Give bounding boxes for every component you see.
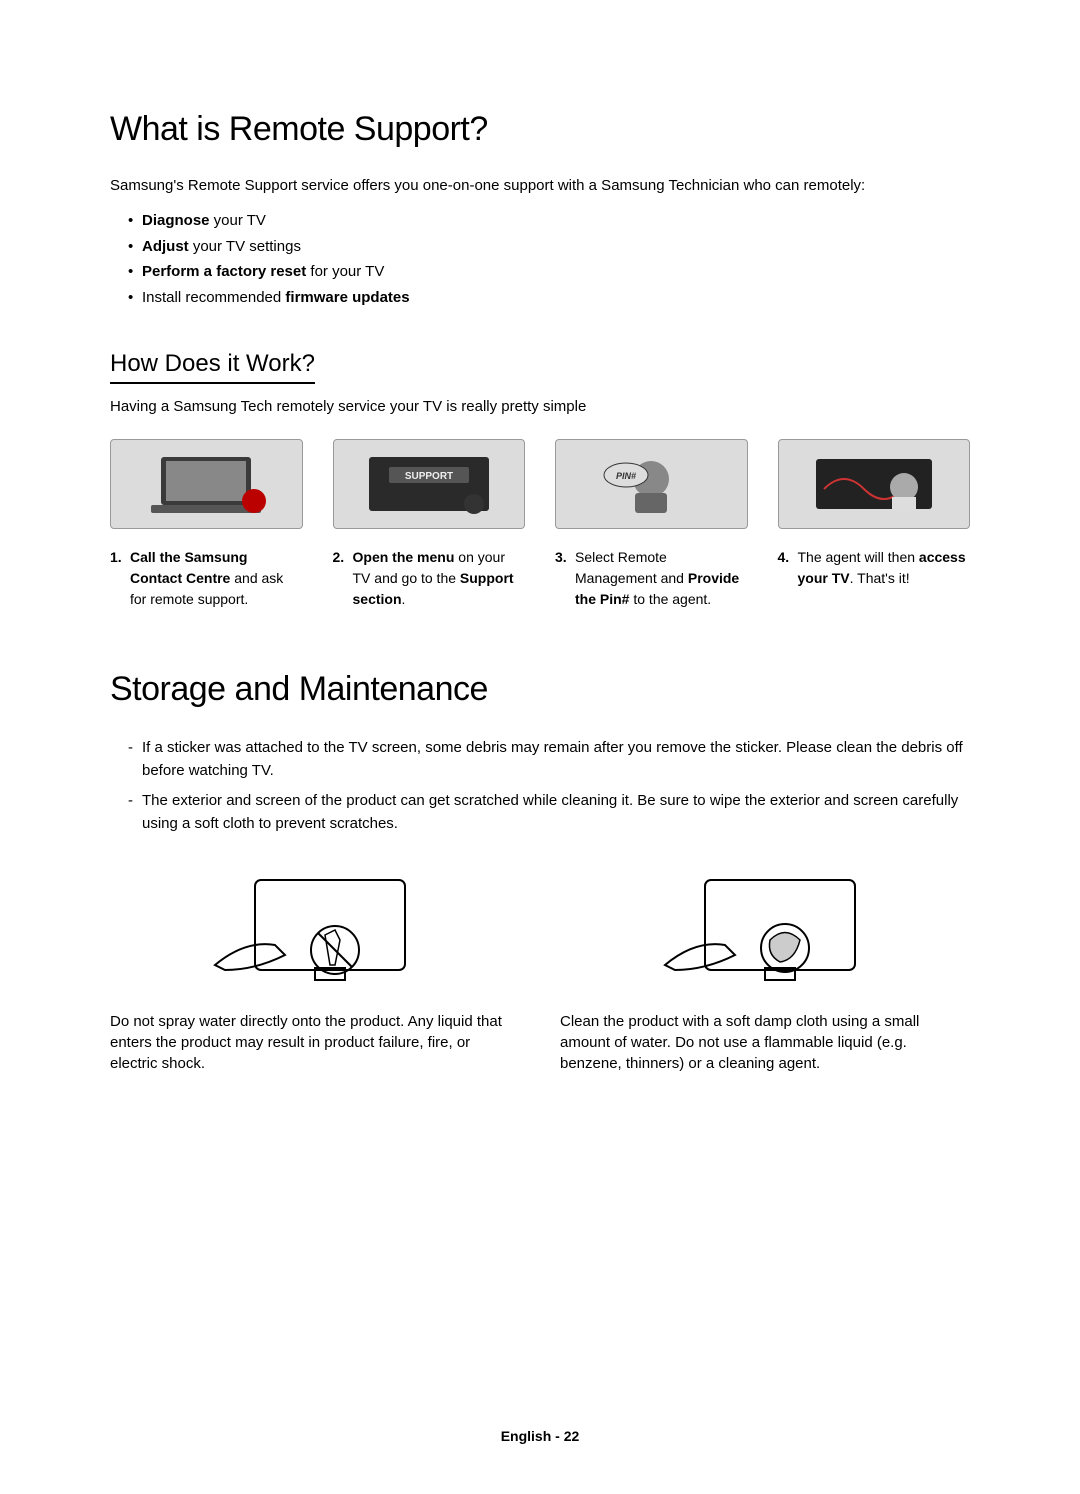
step-number: 3. [555, 547, 567, 568]
step-number: 4. [778, 547, 790, 568]
subintro-text: Having a Samsung Tech remotely service y… [110, 398, 970, 415]
list-item: If a sticker was attached to the TV scre… [128, 737, 970, 782]
list-item: Install recommended firmware updates [128, 285, 970, 311]
step-caption: 2. Open the menu on your TV and go to the… [333, 547, 526, 610]
step-caption: 1. Call the Samsung Contact Centre and as… [110, 547, 303, 610]
maint-caption: Do not spray water directly onto the pro… [110, 1011, 520, 1074]
step-caption: 3. Select Remote Management and Provide t… [555, 547, 748, 610]
rest-text: your TV [210, 212, 266, 229]
intro-text: Samsung's Remote Support service offers … [110, 177, 970, 194]
bold-text: Diagnose [142, 212, 210, 229]
maintenance-notes: If a sticker was attached to the TV scre… [110, 737, 970, 835]
list-item: Perform a factory reset for your TV [128, 259, 970, 285]
step-1: 1. Call the Samsung Contact Centre and as… [110, 439, 303, 610]
step-2: SUPPORT 2. Open the menu on your TV and g… [333, 439, 526, 610]
capability-list: Diagnose your TV Adjust your TV settings… [110, 208, 970, 310]
step-number: 2. [333, 547, 345, 568]
list-item: Diagnose your TV [128, 208, 970, 234]
subtitle-1: How Does it Work? [110, 350, 315, 384]
step-body: Call the Samsung Contact Centre and ask … [130, 549, 283, 607]
step-body: The agent will then access your TV. That… [798, 549, 966, 586]
page-title-2: Storage and Maintenance [110, 670, 970, 709]
tv-support-icon: SUPPORT [359, 449, 499, 519]
step-image-laptop [110, 439, 303, 529]
rest-text: for your TV [306, 263, 384, 280]
cloth-icon [635, 870, 895, 990]
step-image-access [778, 439, 971, 529]
page-title-1: What is Remote Support? [110, 110, 970, 149]
maint-col-2: Clean the product with a soft damp cloth… [560, 865, 970, 1074]
step-image-tv-menu: SUPPORT [333, 439, 526, 529]
maint-illustration-cloth [560, 865, 970, 995]
rest-text: your TV settings [189, 238, 301, 255]
maintenance-row: Do not spray water directly onto the pro… [110, 865, 970, 1074]
maint-col-1: Do not spray water directly onto the pro… [110, 865, 520, 1074]
no-spray-icon [185, 870, 445, 990]
bold-text: firmware updates [285, 289, 409, 306]
pre-text: Install recommended [142, 289, 285, 306]
svg-text:PIN#: PIN# [616, 471, 636, 481]
page-footer: English - 22 [0, 1428, 1080, 1444]
step-image-pin: PIN# [555, 439, 748, 529]
bold-text: Adjust [142, 238, 189, 255]
step-4: 4. The agent will then access your TV. Th… [778, 439, 971, 610]
maint-caption: Clean the product with a soft damp cloth… [560, 1011, 970, 1074]
step-caption: 4. The agent will then access your TV. Th… [778, 547, 971, 589]
step-3: PIN# 3. Select Remote Management and Prov… [555, 439, 748, 610]
step-body: Select Remote Management and Provide the… [575, 549, 739, 607]
laptop-icon [136, 449, 276, 519]
step-body: Open the menu on your TV and go to the S… [353, 549, 514, 607]
step-number: 1. [110, 547, 122, 568]
svg-text:SUPPORT: SUPPORT [405, 471, 453, 482]
pin-icon: PIN# [581, 449, 721, 519]
list-item: Adjust your TV settings [128, 234, 970, 260]
maint-illustration-no-spray [110, 865, 520, 995]
list-item: The exterior and screen of the product c… [128, 790, 970, 835]
bold-text: Perform a factory reset [142, 263, 306, 280]
tv-access-icon [804, 449, 944, 519]
steps-row: 1. Call the Samsung Contact Centre and as… [110, 439, 970, 610]
